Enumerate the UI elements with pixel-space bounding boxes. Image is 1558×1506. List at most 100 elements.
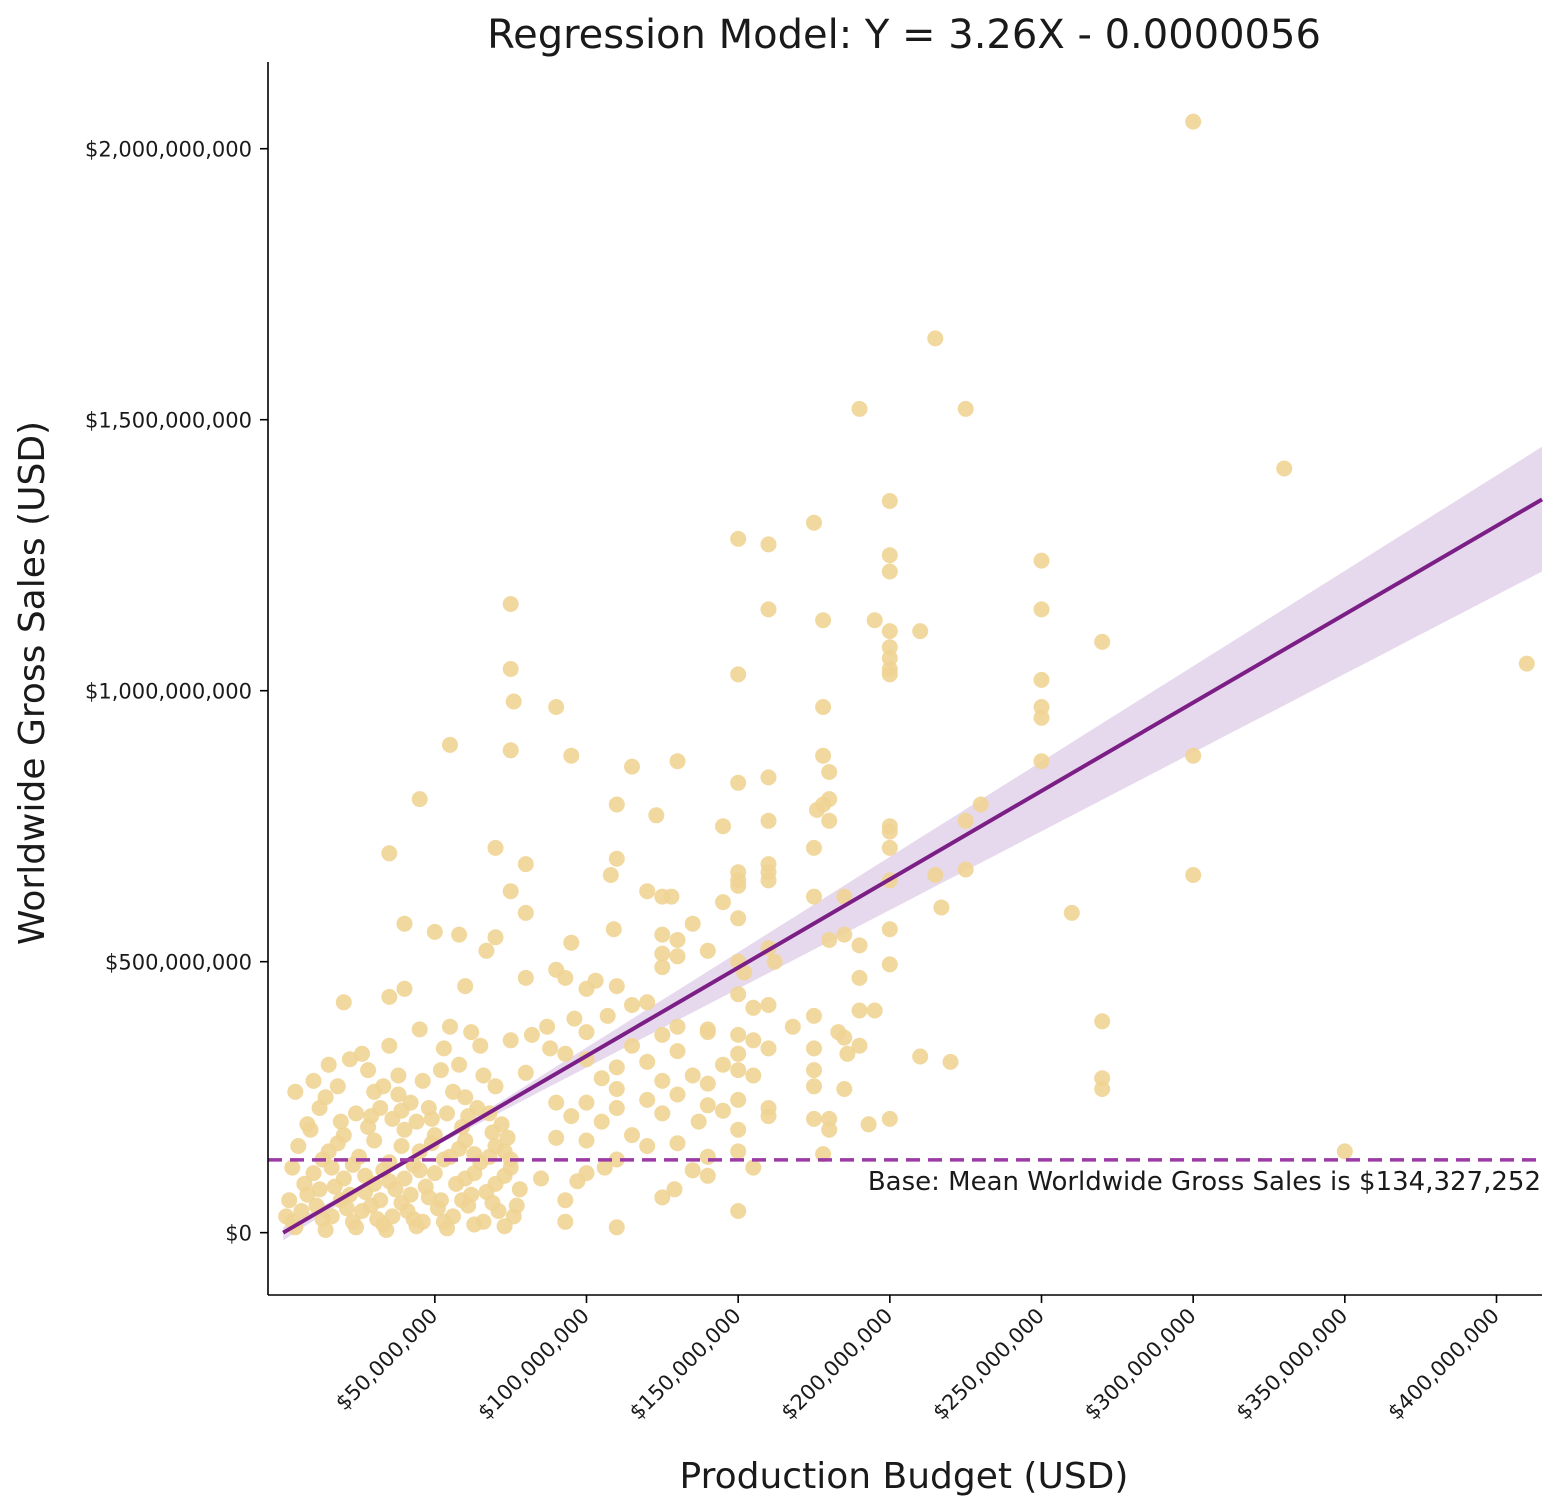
data-point — [341, 1051, 358, 1068]
y-axis-label: Worldwide Gross Sales (USD) — [12, 421, 53, 945]
data-point — [881, 921, 898, 938]
confidence-band-layer — [283, 446, 1543, 1241]
y-tick-label: $1,000,000,000 — [85, 680, 252, 704]
data-point — [563, 747, 580, 764]
data-point — [912, 623, 929, 640]
data-point — [435, 1213, 452, 1230]
data-point — [557, 969, 574, 986]
data-point — [329, 1135, 346, 1152]
data-point — [451, 1056, 468, 1073]
data-point — [684, 915, 701, 932]
data-point — [1185, 747, 1202, 764]
data-point — [669, 948, 686, 965]
data-point — [730, 1062, 747, 1079]
data-point — [821, 1121, 838, 1138]
data-point — [806, 839, 822, 856]
data-point — [517, 904, 534, 921]
data-point — [715, 1056, 731, 1073]
data-point — [448, 1175, 465, 1192]
data-point — [311, 1181, 328, 1198]
confidence-band — [283, 446, 1543, 1241]
data-point — [372, 1100, 389, 1116]
data-point — [639, 883, 656, 900]
data-point — [730, 666, 747, 683]
data-point — [715, 894, 731, 911]
data-point — [563, 1108, 580, 1125]
data-point — [654, 1189, 671, 1206]
data-point — [1185, 867, 1202, 883]
data-point — [730, 1121, 747, 1138]
data-point — [287, 1083, 304, 1100]
data-point — [496, 1167, 513, 1184]
data-point — [684, 1162, 701, 1179]
data-point — [760, 997, 777, 1013]
data-point — [593, 1070, 610, 1087]
data-point — [1033, 753, 1050, 770]
data-point — [815, 612, 832, 629]
x-tick-label: $50,000,000 — [331, 1304, 442, 1415]
x-tick-label: $350,000,000 — [1231, 1304, 1352, 1425]
data-point — [393, 1138, 410, 1154]
data-point — [730, 530, 747, 547]
data-point — [454, 1192, 471, 1209]
data-point — [569, 1173, 586, 1190]
data-point — [435, 1151, 452, 1168]
data-point — [393, 1194, 410, 1211]
data-point — [1063, 904, 1080, 921]
y-tick-label: $2,000,000,000 — [85, 138, 252, 162]
data-point — [405, 1211, 422, 1228]
data-point — [654, 959, 671, 976]
data-point — [669, 1043, 686, 1060]
data-point — [806, 1110, 822, 1127]
data-point — [881, 547, 898, 564]
data-point — [511, 1181, 528, 1198]
data-point — [730, 986, 747, 1003]
data-point — [836, 888, 853, 905]
data-point — [502, 596, 519, 612]
data-point — [745, 999, 762, 1016]
x-tick-label: $400,000,000 — [1383, 1304, 1504, 1425]
data-point — [435, 1040, 452, 1057]
data-point — [730, 1091, 747, 1108]
data-point — [933, 899, 950, 916]
data-point — [836, 1029, 853, 1046]
data-point — [281, 1192, 298, 1209]
data-point — [821, 812, 838, 829]
data-point — [699, 1021, 716, 1038]
data-point — [639, 994, 656, 1011]
data-point — [426, 923, 443, 940]
y-tick-label: $500,000,000 — [105, 951, 252, 975]
data-point — [396, 1121, 413, 1138]
data-point — [390, 1086, 407, 1103]
data-point — [881, 563, 898, 580]
x-tick-label: $250,000,000 — [928, 1304, 1049, 1425]
data-point — [411, 1021, 428, 1038]
data-point — [730, 877, 747, 894]
data-point — [654, 945, 671, 962]
data-point — [320, 1056, 337, 1073]
data-point — [523, 1026, 540, 1043]
data-point — [302, 1121, 319, 1138]
data-point — [881, 493, 898, 509]
data-point — [699, 942, 716, 959]
data-point — [508, 1197, 525, 1214]
data-point — [715, 818, 731, 835]
data-point — [699, 1148, 716, 1165]
data-point — [517, 969, 534, 986]
data-point — [669, 1135, 686, 1152]
data-point — [745, 1159, 762, 1176]
data-point — [396, 1170, 413, 1187]
data-point — [654, 1105, 671, 1122]
data-point — [293, 1203, 310, 1219]
data-point — [502, 661, 519, 677]
data-point — [851, 1002, 868, 1019]
data-point — [760, 1040, 777, 1057]
data-point — [608, 1081, 625, 1097]
data-point — [942, 1053, 959, 1070]
data-point — [348, 1105, 364, 1122]
y-tick-label: $1,500,000,000 — [85, 409, 252, 433]
x-axis-label: Production Budget (USD) — [680, 1456, 1129, 1497]
data-point — [730, 1203, 747, 1219]
data-point — [745, 1032, 762, 1049]
